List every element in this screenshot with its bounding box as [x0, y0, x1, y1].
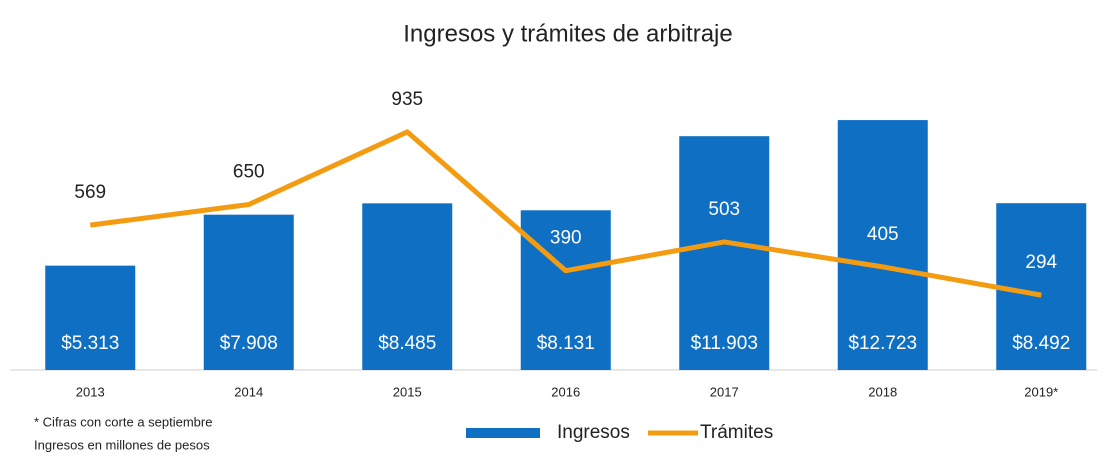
bar [362, 203, 453, 370]
bar-value-label: $8.492 [1012, 333, 1070, 354]
bar [996, 203, 1087, 370]
line-value-label: 650 [233, 162, 265, 183]
x-tick-label: 2014 [234, 384, 263, 399]
legend-label: Ingresos [557, 422, 630, 443]
footnote: Ingresos en millones de pesos [34, 437, 210, 452]
bar-value-label: $5.313 [61, 333, 119, 354]
line-value-label: 390 [550, 228, 582, 249]
line-value-label: 294 [1025, 252, 1057, 273]
legend-swatch [466, 428, 540, 438]
x-tick-label: 2013 [76, 384, 105, 399]
x-tick-label: 2015 [393, 384, 422, 399]
bar [679, 136, 770, 370]
chart-title: Ingresos y trámites de arbitraje [403, 20, 732, 47]
bar [203, 214, 294, 370]
line-value-label: 405 [867, 224, 899, 245]
x-tick-label: 2019* [1024, 384, 1058, 399]
bar [45, 265, 136, 370]
bar-value-label: $12.723 [848, 333, 917, 354]
bar-value-label: $7.908 [220, 333, 278, 354]
bar [837, 120, 928, 371]
bar-value-label: $11.903 [691, 333, 758, 354]
bar-value-label: $8.485 [378, 333, 436, 354]
bar [520, 210, 611, 370]
footnote: * Cifras con corte a septiembre [34, 414, 212, 429]
x-tick-label: 2017 [710, 384, 739, 399]
line [89, 129, 1042, 298]
line-value-label: 503 [708, 199, 740, 220]
x-tick-label: 2016 [551, 384, 580, 399]
line-value-label: 935 [391, 89, 423, 110]
legend-label: Trámites [700, 422, 773, 443]
x-tick-label: 2018 [868, 384, 897, 399]
line-value-label: 569 [74, 182, 106, 203]
bar-value-label: $8.131 [537, 333, 595, 354]
